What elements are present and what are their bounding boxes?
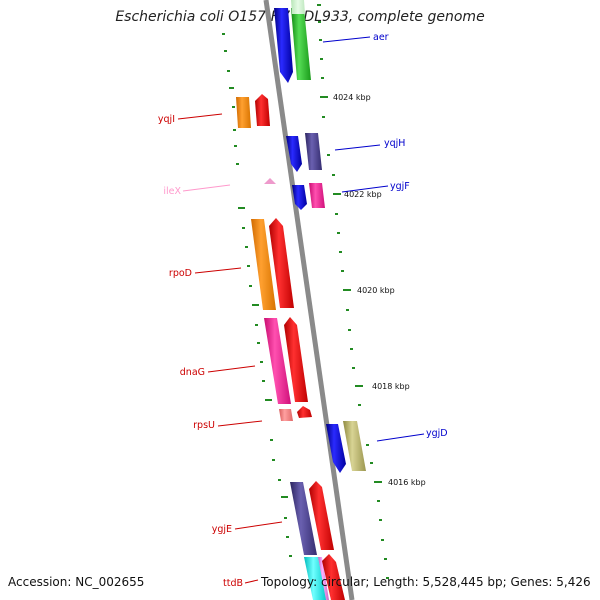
gene-yqjH-feature[interactable] — [286, 136, 302, 172]
gene-feature[interactable] — [291, 8, 311, 80]
gene-ygjF-feature[interactable] — [292, 185, 307, 210]
gene-feature[interactable] — [297, 406, 312, 418]
gene-label-ileX[interactable]: ileX — [163, 186, 181, 197]
leader-line-ygjF — [341, 185, 389, 193]
leader-line-ygjE — [234, 521, 283, 530]
leader-line-dnaG — [207, 365, 256, 373]
gene-feature[interactable] — [318, 557, 329, 600]
leader-line-yqjH — [334, 144, 381, 151]
gene-label-ygjF[interactable]: ygjF — [390, 181, 410, 192]
gene-rpsU-feature[interactable] — [279, 409, 293, 421]
leader-line-aer — [322, 36, 371, 43]
gene-feature[interactable] — [269, 218, 294, 308]
gene-label-dnaG[interactable]: dnaG — [180, 367, 205, 378]
gene-ygjE-feature[interactable] — [290, 482, 317, 555]
genome-stats-text: Topology: circular; Length: 5,528,445 bp… — [261, 575, 591, 589]
gene-yqjI-feature[interactable] — [236, 97, 251, 128]
gene-label-ygjD[interactable]: ygjD — [426, 428, 448, 439]
gene-label-yqjI[interactable]: yqjI — [158, 114, 175, 125]
scale-tick-label: 4024 kbp — [333, 93, 371, 102]
gene-label-ttdB[interactable]: ttdB — [223, 578, 243, 589]
leader-line-rpoD — [194, 267, 242, 274]
gene-label-yqjH[interactable]: yqjH — [384, 138, 405, 149]
gene-dnaG-feature[interactable] — [264, 318, 291, 404]
gene-feature[interactable] — [291, 0, 305, 14]
gene-feature[interactable] — [284, 317, 308, 402]
gene-feature[interactable] — [343, 421, 366, 471]
leader-line-ileX — [182, 184, 231, 192]
gene-feature[interactable] — [255, 94, 270, 126]
gene-aer-feature[interactable] — [274, 8, 293, 83]
scale-tick-label: 4022 kbp — [344, 190, 382, 199]
gene-ileX-feature[interactable] — [264, 178, 276, 184]
leader-line-rpsU — [217, 420, 263, 427]
gene-feature[interactable] — [309, 183, 325, 208]
leader-line-ttdB — [244, 579, 259, 584]
gene-label-rpoD[interactable]: rpoD — [169, 268, 192, 279]
genome-backbone — [263, 0, 355, 600]
gene-label-aer[interactable]: aer — [373, 32, 389, 43]
gene-rpoD-feature[interactable] — [251, 219, 276, 310]
gene-feature[interactable] — [309, 481, 334, 550]
scale-tick-label: 4016 kbp — [388, 478, 426, 487]
gene-label-ygjE[interactable]: ygjE — [212, 524, 232, 535]
gene-ttdB-feature[interactable] — [322, 554, 345, 600]
gene-feature[interactable] — [305, 133, 322, 170]
accession-text: Accession: NC_002655 — [8, 575, 145, 589]
outer-scale — [317, 4, 389, 579]
scale-tick-label: 4018 kbp — [372, 382, 410, 391]
gene-label-rpsU[interactable]: rpsU — [193, 420, 215, 431]
gene-ygjD-feature[interactable] — [326, 424, 346, 473]
scale-tick-label: 4020 kbp — [357, 286, 395, 295]
inner-scale — [222, 33, 292, 557]
leader-line-yqjI — [177, 113, 223, 120]
gene-feature[interactable] — [304, 557, 327, 600]
leader-line-ygjD — [376, 433, 425, 442]
